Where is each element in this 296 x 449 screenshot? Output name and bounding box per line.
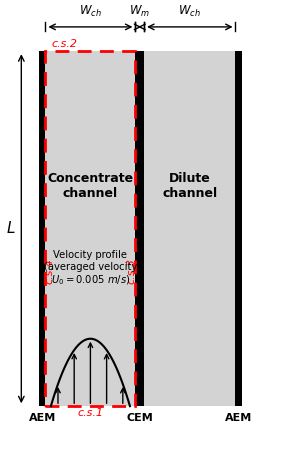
Text: $W_{ch}$: $W_{ch}$	[178, 4, 201, 19]
Text: Velocity profile
(averaged velocity
$U_0 = 0.005$ $m/s$): Velocity profile (averaged velocity $U_0…	[44, 250, 137, 287]
Text: $W_{ch}$: $W_{ch}$	[79, 4, 102, 19]
Bar	[46, 51, 135, 406]
Bar	[46, 51, 144, 406]
Bar	[135, 51, 144, 406]
Text: AEM: AEM	[29, 413, 56, 423]
Text: c.s.2: c.s.2	[52, 39, 77, 49]
Text: AEM: AEM	[225, 413, 252, 423]
Text: CEM: CEM	[126, 413, 153, 423]
Text: c.s.3: c.s.3	[127, 258, 137, 284]
Text: $W_m$: $W_m$	[129, 4, 150, 19]
Text: Dilute
channel: Dilute channel	[162, 172, 217, 200]
Bar	[144, 51, 236, 406]
Bar	[236, 51, 242, 406]
Text: L: L	[7, 221, 15, 236]
Bar	[39, 51, 46, 406]
Text: c.s.4: c.s.4	[44, 258, 54, 284]
Text: Concentrate
channel: Concentrate channel	[47, 172, 133, 200]
Text: c.s.1: c.s.1	[77, 409, 103, 418]
